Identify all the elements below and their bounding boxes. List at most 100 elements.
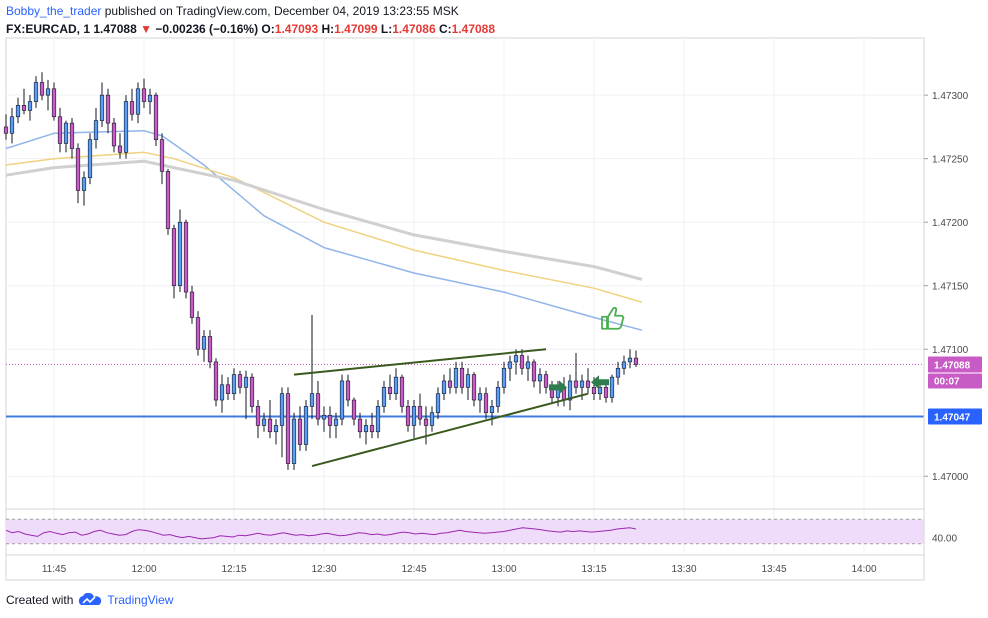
candle-body [201,336,207,350]
candle-body [381,387,387,407]
candle [189,285,195,324]
low-key: L: [380,22,393,36]
candle-body [507,361,513,369]
countdown-badge: 00:07 [934,376,960,387]
candle-body [135,88,141,115]
candle [477,387,483,413]
candle-body [501,367,507,388]
low-value: 1.47086 [392,22,436,36]
candle-body [189,291,195,318]
thumbs-up-shape [601,307,625,330]
tradingview-link[interactable]: TradingView [107,593,174,607]
candle-body [417,406,423,420]
candle-body [165,171,171,229]
x-tick-label: 12:30 [311,564,336,575]
candle-body [81,177,87,191]
candle [237,370,243,394]
candle [465,368,471,401]
candle-body [495,387,501,407]
candle-body [129,101,135,115]
candle [21,88,27,115]
candle-body [243,376,249,388]
candle [573,353,579,394]
candle-body [63,122,69,144]
candle [129,88,135,121]
candle [375,400,381,439]
candle [531,359,537,388]
channel-upper-line[interactable] [293,348,547,376]
candle [27,95,33,121]
candle [201,330,207,362]
candle [105,88,111,134]
candle-body [93,120,99,140]
right-arrow-icon [549,380,567,395]
candle [429,406,435,432]
candle [333,412,339,439]
countdown-badge-bg [928,373,982,389]
candle-body [159,139,165,172]
candle-body [219,384,225,401]
candle-body [513,355,519,363]
candle [243,370,249,420]
candle-body [87,139,93,179]
x-tick-label: 13:45 [761,564,786,575]
change-value: −0.00236 (−0.16%) [155,22,259,36]
candle-body [537,374,543,382]
candle-body [399,376,405,407]
candle-body [141,88,147,102]
candle [369,412,375,439]
candle [357,412,363,439]
candle-body [339,380,345,420]
candle [213,358,219,407]
candle-body [615,367,621,378]
y-tick-label: 1.47200 [932,218,969,229]
candle [399,374,405,413]
candle [327,406,333,439]
candle [585,368,591,394]
candle [261,412,267,432]
candle [483,387,489,420]
candle-body [15,105,21,118]
support-line[interactable] [6,363,924,418]
candle-body [327,414,333,426]
candle-body [27,101,33,111]
candle [87,133,93,185]
candle-body [543,374,549,388]
candle [219,374,225,413]
candle-body [531,361,537,382]
candle-body [21,105,27,111]
candle [633,350,639,367]
candle [279,387,285,458]
candle [135,82,141,124]
candle [627,349,633,369]
candle-body [333,418,339,426]
chart-grid [5,37,925,581]
channel-lines[interactable] [293,348,589,468]
candle [543,370,549,394]
close-key: C: [438,22,452,36]
rsi-pane [5,518,924,545]
published-text: published on TradingView.com, December 0… [104,4,459,18]
candle [285,387,291,470]
candle-body [3,126,9,134]
candle-body [369,425,375,433]
candle [255,400,261,439]
last-price: 1.47088 [93,22,137,36]
candle [195,311,201,356]
candle [381,380,387,413]
candle-body [603,387,609,398]
author-link[interactable]: Bobby_the_trader [6,4,102,18]
candle [51,82,57,121]
tradingview-logo-icon [79,593,102,605]
channel-lower-line[interactable] [311,392,589,468]
left-arrow-icon [591,375,609,390]
candle-body [75,148,81,191]
footer: Created with TradingView [6,593,173,607]
candle-body [225,384,231,394]
candle [615,361,621,385]
thumbs-up-icon [601,307,625,330]
candle-body [33,82,39,102]
candle-body [393,376,399,394]
open-key: O: [261,22,275,36]
